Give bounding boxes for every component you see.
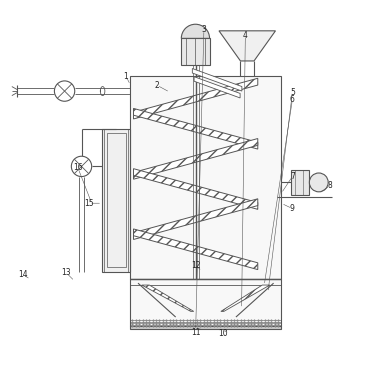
Bar	[291, 170, 309, 195]
Circle shape	[71, 156, 92, 177]
Bar	[102, 129, 130, 272]
Polygon shape	[221, 285, 270, 311]
Text: 9: 9	[290, 204, 295, 213]
Text: 14: 14	[18, 270, 28, 279]
Text: 13: 13	[61, 268, 71, 277]
Text: 11: 11	[192, 327, 201, 336]
Text: 15: 15	[84, 199, 94, 208]
Polygon shape	[133, 78, 258, 119]
Text: 1: 1	[124, 72, 128, 81]
Polygon shape	[133, 199, 258, 240]
Polygon shape	[133, 138, 258, 179]
Polygon shape	[192, 68, 242, 91]
Polygon shape	[194, 77, 240, 98]
Bar	[107, 133, 126, 267]
Polygon shape	[133, 108, 258, 149]
Text: 2: 2	[154, 81, 159, 90]
Text: 7: 7	[290, 172, 295, 181]
Text: 12: 12	[192, 261, 201, 270]
Text: 5: 5	[290, 88, 295, 97]
Polygon shape	[142, 285, 194, 311]
Text: 3: 3	[202, 25, 206, 34]
Polygon shape	[133, 229, 258, 270]
Bar	[130, 76, 281, 279]
Polygon shape	[219, 31, 275, 61]
Circle shape	[309, 173, 328, 192]
Text: 8: 8	[328, 181, 333, 190]
Bar	[130, 279, 281, 327]
Text: 4: 4	[243, 31, 248, 40]
Circle shape	[54, 81, 75, 101]
Text: 10: 10	[218, 329, 228, 338]
Text: 6: 6	[290, 95, 295, 104]
Wedge shape	[181, 24, 210, 38]
Text: 16: 16	[73, 163, 82, 172]
Bar	[130, 327, 281, 330]
Polygon shape	[133, 169, 258, 209]
Bar	[181, 38, 210, 65]
